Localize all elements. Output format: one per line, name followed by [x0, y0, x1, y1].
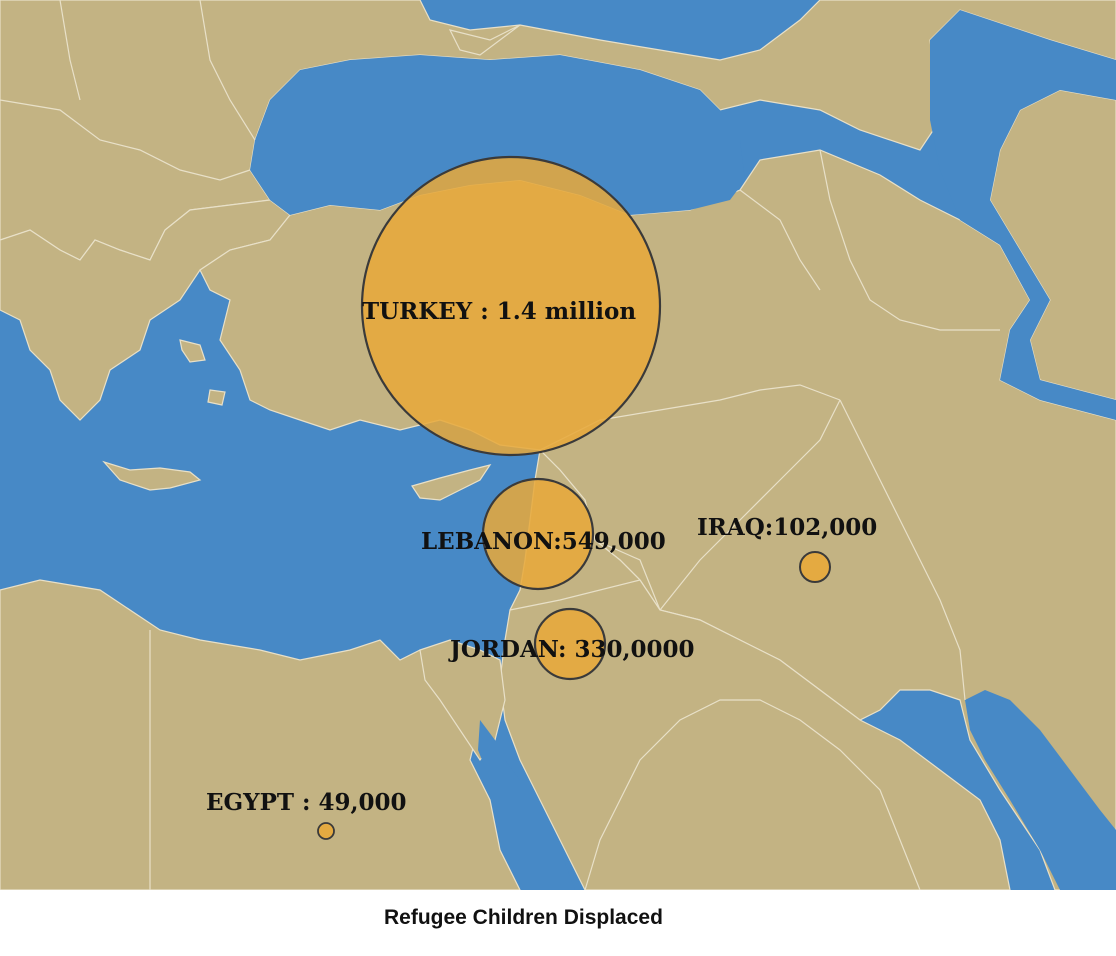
land-masses [0, 0, 1116, 890]
land-levant-arabia [499, 448, 1011, 890]
land-cyprus [411, 464, 492, 501]
land-egypt [0, 579, 521, 890]
caption-area: Refugee Children Displaced [0, 890, 1116, 956]
caspian-sea [930, 10, 1116, 420]
black-sea [250, 55, 745, 215]
bubble-lebanon [481, 477, 595, 591]
land-crimea [448, 24, 521, 56]
label-egypt: EGYPT : 49,000 [206, 789, 407, 816]
bubbles [317, 155, 831, 840]
map-canvas: TURKEY : 1.4 million LEBANON:549,000 IRA… [0, 0, 1116, 890]
label-turkey: TURKEY : 1.4 million [362, 298, 636, 325]
label-iraq: IRAQ:102,000 [697, 514, 877, 541]
bubble-egypt [317, 822, 335, 840]
persian-gulf [965, 690, 1116, 890]
labels: TURKEY : 1.4 million LEBANON:549,000 IRA… [206, 298, 877, 816]
land-crete [102, 460, 202, 491]
label-jordan: JORDAN: 330,0000 [448, 636, 695, 663]
bubble-jordan [533, 607, 607, 681]
red-sea [478, 720, 575, 890]
label-lebanon: LEBANON:549,000 [421, 528, 666, 555]
land-arabia-south [584, 699, 921, 890]
land-aegean-islands [179, 339, 226, 406]
map: TURKEY : 1.4 million LEBANON:549,000 IRA… [0, 0, 1116, 890]
bubble-iraq [799, 551, 831, 583]
map-caption: Refugee Children Displaced [384, 906, 663, 929]
bubble-turkey [360, 155, 662, 457]
